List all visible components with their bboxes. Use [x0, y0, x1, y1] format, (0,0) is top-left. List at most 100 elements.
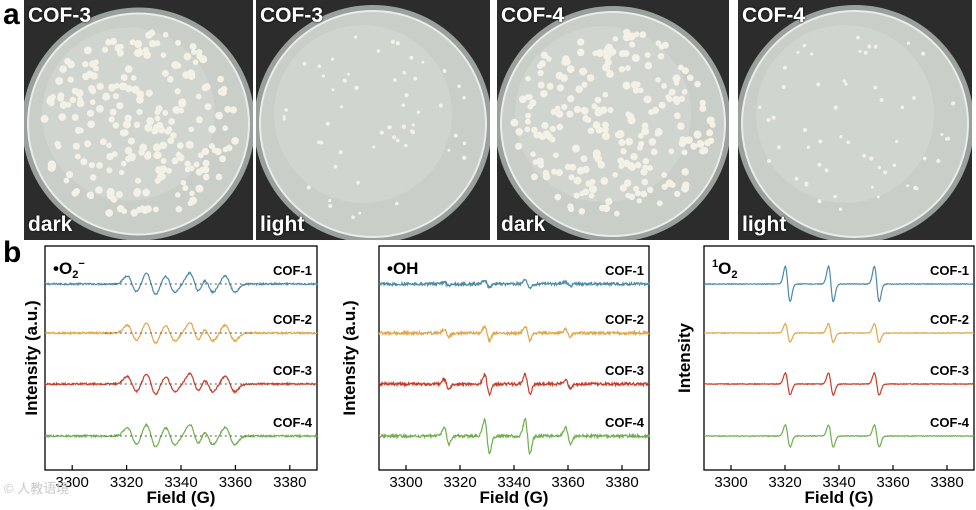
bacterial-colony [665, 179, 674, 188]
bacterial-colony [639, 31, 647, 38]
bacterial-colony [116, 204, 125, 213]
bacterial-colony [634, 161, 642, 169]
series-label: COF-4 [605, 415, 645, 430]
bacterial-colony [95, 104, 104, 113]
bacterial-colony [146, 117, 155, 126]
bacterial-colony [632, 185, 640, 192]
bacterial-colony [195, 116, 203, 124]
series-label: COF-2 [930, 312, 969, 327]
bacterial-colony [602, 126, 609, 133]
bacterial-colony [551, 168, 558, 175]
bacterial-colony [410, 130, 415, 135]
bacterial-colony [572, 144, 580, 153]
series-label: COF-1 [930, 263, 969, 278]
bacterial-colony [151, 127, 159, 135]
bacterial-colony [631, 53, 640, 63]
spectrum-line-cof-3 [44, 372, 318, 396]
agar-highlight [42, 27, 215, 201]
bacterial-colony [879, 97, 884, 103]
bacterial-colony [184, 160, 191, 167]
bacterial-colony [619, 184, 627, 192]
bacterial-colony [189, 190, 195, 197]
bacterial-colony [612, 171, 618, 178]
dish-edge-reflection [500, 11, 726, 237]
bacterial-colony [536, 63, 543, 70]
bacterial-colony [641, 127, 650, 136]
bacterial-colony [641, 178, 649, 186]
bacterial-colony [531, 126, 538, 134]
bacterial-colony [607, 107, 614, 114]
bacterial-colony [525, 75, 531, 82]
bacterial-colony [413, 76, 418, 81]
bacterial-colony [655, 40, 662, 46]
bacterial-colony [55, 77, 64, 85]
dish-edge-reflection [259, 10, 487, 238]
bacterial-colony [510, 118, 519, 127]
bacterial-colony [842, 79, 847, 83]
bacterial-colony [562, 55, 570, 63]
bacterial-colony [282, 117, 286, 121]
title-main: O [718, 259, 731, 278]
bacterial-colony [862, 153, 867, 158]
spectrum-line-cof-3 [703, 371, 975, 396]
x-tick-label: 3380 [605, 474, 638, 491]
bacterial-colony [681, 168, 689, 176]
bacterial-colony [222, 125, 229, 132]
bacterial-colony [347, 72, 350, 76]
bacterial-colony [72, 142, 80, 150]
bacterial-colony [178, 107, 185, 114]
panel-a-label: a [3, 0, 20, 31]
bacterial-colony [642, 157, 650, 165]
x-tick-label: 3300 [389, 474, 422, 491]
bacterial-colony [533, 131, 540, 139]
bacterial-colony [154, 115, 161, 122]
bacterial-colony [944, 137, 949, 141]
bacterial-colony [379, 130, 384, 135]
bacterial-colony [87, 120, 95, 128]
bacterial-colony [542, 169, 550, 177]
bacterial-colony [817, 199, 822, 204]
bacterial-colony [658, 43, 665, 50]
bacterial-colony [76, 99, 85, 108]
bacterial-colony [601, 121, 609, 129]
dish-title: COF-3 [28, 4, 91, 27]
bacterial-colony [390, 39, 396, 44]
bacterial-colony [618, 50, 626, 58]
bacterial-colony [208, 125, 216, 134]
bacterial-colony [73, 188, 81, 195]
bacterial-colony [537, 81, 545, 89]
bacterial-colony [325, 121, 330, 126]
bacterial-colony [203, 83, 211, 91]
bacterial-colony [108, 116, 115, 123]
bacterial-colony [182, 185, 189, 192]
bacterial-colony [118, 82, 127, 91]
spectrum-line-cof-4 [44, 422, 318, 448]
series-label: COF-2 [273, 312, 312, 327]
agar-highlight [756, 25, 934, 203]
bacterial-colony [530, 151, 536, 157]
bacterial-colony [556, 169, 563, 176]
bacterial-colony [136, 108, 143, 116]
bacterial-colony [592, 121, 601, 130]
bacterial-colony [188, 126, 195, 133]
bacterial-colony [628, 193, 636, 201]
bacterial-colony [372, 145, 376, 149]
bacterial-colony [622, 81, 631, 90]
bacterial-colony [537, 161, 545, 169]
bacterial-colony [818, 139, 823, 144]
bacterial-colony [136, 206, 143, 214]
bacterial-colony [618, 65, 626, 73]
bacterial-colony [119, 129, 128, 137]
bacterial-colony [156, 121, 164, 130]
bacterial-colony [647, 165, 653, 172]
bacterial-colony [135, 177, 142, 184]
bacterial-colony [130, 75, 137, 81]
bacterial-colony [82, 72, 90, 81]
title-main: •OH [387, 259, 418, 278]
bacterial-colony [873, 44, 878, 49]
bacterial-colony [153, 151, 162, 160]
bacterial-colony [804, 183, 809, 187]
bacterial-colony [112, 122, 120, 129]
bacterial-colony [665, 94, 672, 100]
dish-condition-label: dark [28, 213, 73, 236]
